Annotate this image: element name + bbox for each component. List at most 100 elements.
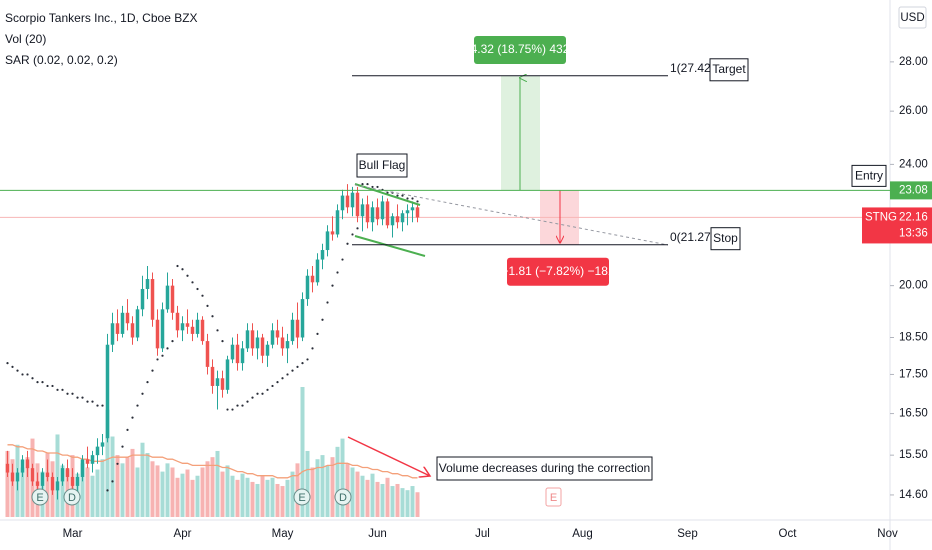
sar-dot xyxy=(211,315,214,318)
candle-body xyxy=(400,213,405,223)
sar-dot xyxy=(291,369,294,372)
candle-body xyxy=(250,330,255,349)
sar-dot xyxy=(411,197,414,200)
sar-dot xyxy=(386,191,389,194)
x-tick-label: Apr xyxy=(174,528,192,540)
volume-bar xyxy=(400,488,405,517)
sar-dot xyxy=(396,194,399,197)
sar-dot xyxy=(86,400,89,403)
volume-bar xyxy=(55,434,60,517)
candle-body xyxy=(325,231,330,251)
candle-body xyxy=(225,359,230,390)
sar-dot xyxy=(51,384,54,388)
event-marker[interactable] xyxy=(293,488,311,506)
candle-body xyxy=(280,337,285,349)
sar-dot xyxy=(246,400,249,403)
sar-dot xyxy=(41,380,44,384)
volume-bar xyxy=(60,465,65,517)
sar-dot xyxy=(356,227,359,230)
candle-body xyxy=(245,330,250,349)
volume-bar xyxy=(300,387,305,517)
sar-dot xyxy=(161,354,164,357)
currency-box[interactable] xyxy=(898,6,927,29)
candle-body xyxy=(45,472,50,477)
candle-body xyxy=(165,285,170,310)
entry-price: 23.08 xyxy=(899,184,928,196)
sar-dot xyxy=(321,318,324,321)
volume-bar xyxy=(100,459,105,517)
y-tick-label: 28.00 xyxy=(899,56,928,68)
sar-dot xyxy=(181,268,184,271)
candle-body xyxy=(330,231,335,235)
sar-dot xyxy=(306,358,309,361)
candle-body xyxy=(395,216,400,223)
sar-dot xyxy=(196,287,199,291)
candle-body xyxy=(345,195,350,208)
y-tick-label: 14.60 xyxy=(899,489,928,501)
annotation-box xyxy=(710,227,741,251)
target-level-label: 1(27.42) xyxy=(670,61,715,75)
sar-dot xyxy=(331,284,334,287)
candle-body xyxy=(50,476,55,491)
annotation-box xyxy=(436,456,653,481)
sar-dot xyxy=(116,462,119,465)
volume-bar xyxy=(370,473,375,517)
event-label: E xyxy=(36,492,43,504)
candle-body xyxy=(160,309,165,349)
sar-dot xyxy=(136,404,139,407)
sar-dot xyxy=(221,339,224,343)
sar-dot xyxy=(26,373,29,376)
candle-body xyxy=(150,279,155,320)
sar-dot xyxy=(346,242,349,245)
volume-bar xyxy=(175,477,180,517)
price-layer xyxy=(5,182,420,500)
y-tick-label: 16.50 xyxy=(899,408,928,420)
volume-bar xyxy=(325,465,330,517)
volume-bar xyxy=(240,473,245,517)
sar-dot xyxy=(101,404,104,407)
candle-body xyxy=(155,319,160,349)
volume-bar xyxy=(215,450,220,517)
volume-bar xyxy=(405,490,410,517)
event-marker[interactable] xyxy=(545,487,562,507)
volume-bar xyxy=(120,463,125,517)
sar-dot xyxy=(126,428,129,431)
sar-dot xyxy=(11,365,14,368)
sar-dot xyxy=(36,380,39,384)
x-tick-label: Aug xyxy=(572,528,592,540)
sar-dot xyxy=(326,301,329,304)
volume-bar xyxy=(95,469,100,517)
volume-bar xyxy=(195,475,200,517)
volume-bar xyxy=(340,438,345,517)
annotation-box xyxy=(356,153,408,178)
volume-bar xyxy=(410,486,415,517)
volume-bar xyxy=(80,463,85,517)
x-tick-label: Nov xyxy=(877,528,898,540)
volume-bar xyxy=(10,459,15,517)
candle-body xyxy=(40,472,45,486)
candle-body xyxy=(320,250,325,260)
candle-body xyxy=(25,459,30,469)
sar-dot xyxy=(316,332,319,336)
event-marker[interactable] xyxy=(31,488,49,506)
sar-dot xyxy=(206,304,209,307)
candle-body xyxy=(390,216,395,226)
candle-body xyxy=(240,348,245,364)
sar-dot xyxy=(261,392,264,395)
volume-bar xyxy=(255,483,260,517)
candle-body xyxy=(180,323,185,331)
candle-body xyxy=(215,378,220,386)
volume-bar xyxy=(180,473,185,517)
sar-dot xyxy=(351,233,354,236)
candle-body xyxy=(355,192,360,217)
sar-dot xyxy=(341,258,344,261)
x-tick-label: May xyxy=(272,528,294,540)
volume-bar xyxy=(335,446,340,517)
event-marker[interactable] xyxy=(63,488,81,506)
candle-body xyxy=(10,472,15,482)
candle-body xyxy=(285,341,290,349)
profit-label-box xyxy=(474,36,566,64)
event-marker[interactable] xyxy=(334,488,352,506)
sar-dot xyxy=(81,396,84,399)
volume-bar xyxy=(20,467,25,517)
